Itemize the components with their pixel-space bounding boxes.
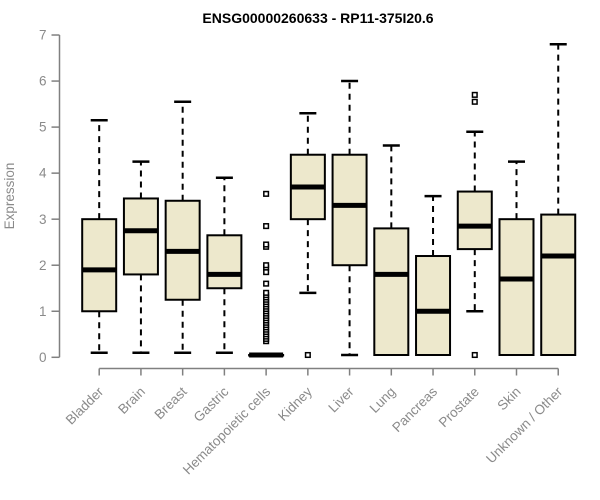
y-tick-label-5: 5 xyxy=(39,120,47,135)
box-skin xyxy=(498,218,535,356)
box-prostate xyxy=(456,190,493,251)
x-tick-label-liver: Liver xyxy=(325,384,357,416)
x-tick-label-bladder: Bladder xyxy=(63,384,107,428)
outlier-hematopoietic-cells-29 xyxy=(263,190,270,197)
box-brain xyxy=(122,197,159,276)
outlier-hematopoietic-cells-27 xyxy=(263,241,270,248)
outlier-prostate-0 xyxy=(471,91,478,98)
x-tick-label-prostate: Prostate xyxy=(436,384,482,430)
y-tick-label-0: 0 xyxy=(39,350,47,365)
x-tick-label-kidney: Kidney xyxy=(275,384,315,424)
box-liver xyxy=(331,153,368,267)
y-axis-label: Expression xyxy=(2,163,17,230)
x-tick-label-brain: Brain xyxy=(115,384,148,417)
outlier-hematopoietic-cells-25 xyxy=(263,262,270,269)
outlier-hematopoietic-cells-22 xyxy=(263,280,270,287)
y-tick-label-2: 2 xyxy=(39,258,47,273)
x-tick-label-pancreas: Pancreas xyxy=(389,384,440,435)
box-pancreas xyxy=(415,255,452,356)
x-tick-label-unknown-other: Unknown / Other xyxy=(483,384,566,467)
box-lung xyxy=(373,227,410,356)
y-tick-label-7: 7 xyxy=(39,28,47,43)
outlier-hematopoietic-cells-21 xyxy=(263,289,270,296)
y-tick-label-3: 3 xyxy=(39,212,47,227)
box-unknown-other xyxy=(540,213,577,356)
x-tick-label-breast: Breast xyxy=(152,384,190,422)
outlier-hematopoietic-cells-28 xyxy=(263,223,270,230)
box-gastric xyxy=(206,234,243,290)
x-tick-label-lung: Lung xyxy=(367,384,399,416)
outlier-prostate-1 xyxy=(471,98,478,105)
chart-title: ENSG00000260633 - RP11-375I20.6 xyxy=(202,10,433,26)
y-tick-label-4: 4 xyxy=(39,166,47,181)
outlier-kidney-0 xyxy=(304,351,311,359)
outlier-prostate-2 xyxy=(471,351,478,359)
x-tick-label-gastric: Gastric xyxy=(191,384,232,425)
y-tick-label-1: 1 xyxy=(39,304,47,319)
box-bladder xyxy=(81,218,118,313)
y-tick-label-6: 6 xyxy=(39,74,47,89)
x-tick-label-skin: Skin xyxy=(494,384,523,413)
